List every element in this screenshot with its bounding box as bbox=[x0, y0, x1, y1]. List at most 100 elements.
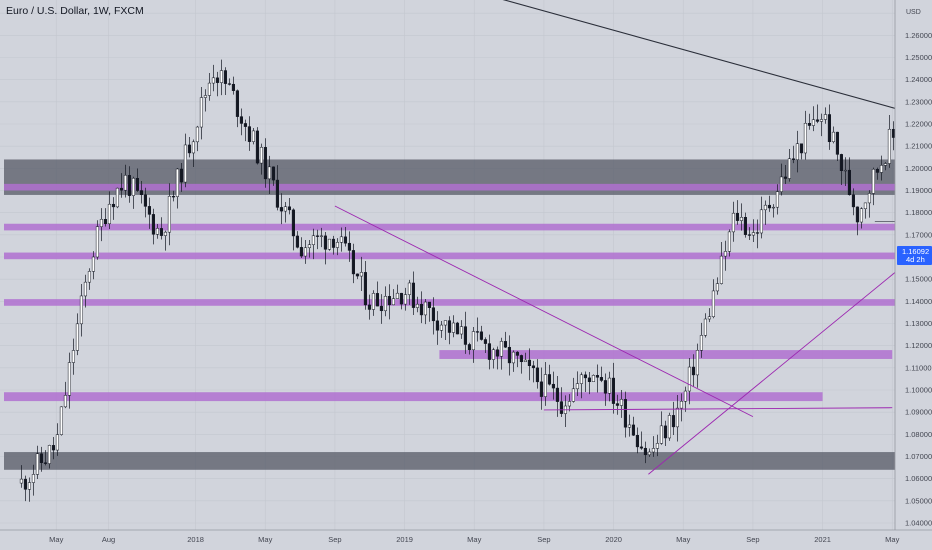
candle bbox=[835, 131, 839, 161]
candle bbox=[639, 431, 643, 450]
candle-body bbox=[787, 158, 791, 179]
candle-body bbox=[171, 196, 175, 198]
candle-body bbox=[195, 126, 199, 143]
candle-body bbox=[555, 387, 559, 402]
candle-body bbox=[579, 374, 583, 384]
candle bbox=[655, 434, 659, 457]
candle-body bbox=[71, 350, 75, 363]
x-tick-label: May bbox=[885, 535, 899, 544]
candle-body bbox=[167, 196, 171, 233]
candle bbox=[335, 238, 339, 256]
candle bbox=[215, 71, 219, 97]
candle bbox=[551, 371, 555, 400]
candle-body bbox=[463, 326, 467, 345]
candle-body bbox=[55, 434, 59, 451]
candle bbox=[615, 394, 619, 415]
candle bbox=[411, 271, 415, 316]
candle-body bbox=[203, 95, 207, 98]
candle bbox=[847, 157, 851, 196]
candle-body bbox=[763, 204, 767, 211]
candle-body bbox=[343, 236, 347, 244]
candle-body bbox=[391, 298, 395, 306]
x-tick-label: May bbox=[467, 535, 481, 544]
candle-body bbox=[815, 119, 819, 122]
y-tick-label: 1.08000 bbox=[905, 430, 932, 439]
candle bbox=[183, 133, 187, 188]
y-tick-label: 1.05000 bbox=[905, 496, 932, 505]
candle-body bbox=[591, 375, 595, 382]
candle bbox=[739, 203, 743, 231]
candle bbox=[719, 242, 723, 285]
candle-body bbox=[635, 434, 639, 448]
candle-body bbox=[803, 122, 807, 154]
candle-body bbox=[175, 168, 179, 197]
candle bbox=[75, 313, 79, 356]
candle bbox=[755, 219, 759, 249]
y-tick-label: 1.14000 bbox=[905, 297, 932, 306]
x-tick-label: May bbox=[258, 535, 272, 544]
candle bbox=[583, 371, 587, 392]
candle-body bbox=[687, 366, 691, 392]
purple-zone bbox=[4, 183, 895, 191]
candle bbox=[115, 187, 119, 209]
candle bbox=[19, 465, 23, 488]
purple-zone bbox=[4, 252, 895, 260]
candle bbox=[483, 337, 487, 353]
y-tick-label: 1.19000 bbox=[905, 186, 932, 195]
candle bbox=[111, 197, 115, 220]
candle-body bbox=[831, 131, 835, 143]
candle bbox=[715, 277, 719, 295]
candle bbox=[783, 164, 787, 184]
candle bbox=[803, 110, 807, 160]
candle-body bbox=[407, 282, 411, 295]
candle bbox=[743, 212, 747, 238]
candle-body bbox=[131, 178, 135, 196]
candle bbox=[811, 106, 815, 132]
candle-body bbox=[647, 451, 651, 456]
candle bbox=[235, 89, 239, 128]
candle-body bbox=[115, 187, 119, 208]
candle-body bbox=[247, 126, 251, 142]
candle-body bbox=[863, 202, 867, 209]
candle-body bbox=[179, 168, 183, 183]
candle-body bbox=[615, 403, 619, 406]
y-tick-label: 1.25000 bbox=[905, 53, 932, 62]
candle bbox=[175, 167, 179, 209]
zones bbox=[4, 159, 895, 470]
candle bbox=[315, 229, 319, 250]
candle bbox=[855, 206, 859, 236]
candle bbox=[303, 239, 307, 264]
candle-body bbox=[819, 119, 823, 122]
candle-body bbox=[279, 207, 283, 212]
candle-body bbox=[827, 114, 831, 143]
y-tick-label: 1.24000 bbox=[905, 75, 932, 84]
candle bbox=[679, 393, 683, 422]
candle bbox=[607, 371, 611, 402]
candle bbox=[515, 351, 519, 368]
candle-body bbox=[263, 147, 267, 180]
candle-body bbox=[771, 206, 775, 209]
candle bbox=[879, 155, 883, 181]
y-tick-label: 1.10000 bbox=[905, 386, 932, 395]
candle-body bbox=[599, 377, 603, 381]
candle bbox=[883, 162, 887, 171]
x-tick-label: Sep bbox=[537, 535, 550, 544]
candle-body bbox=[843, 169, 847, 172]
candle-body bbox=[767, 204, 771, 209]
candle-body bbox=[275, 179, 279, 208]
candle bbox=[799, 143, 803, 160]
purple-trendline bbox=[648, 241, 932, 475]
candle-body bbox=[467, 344, 471, 351]
candle bbox=[427, 301, 431, 322]
candle-body bbox=[147, 206, 151, 215]
candle-body bbox=[383, 296, 387, 312]
x-tick-label: May bbox=[676, 535, 690, 544]
candle bbox=[699, 322, 703, 358]
candle bbox=[795, 130, 799, 173]
candle-body bbox=[83, 281, 87, 297]
y-tick-label: 1.26000 bbox=[905, 31, 932, 40]
candle bbox=[343, 227, 347, 247]
candle-body bbox=[607, 377, 611, 394]
